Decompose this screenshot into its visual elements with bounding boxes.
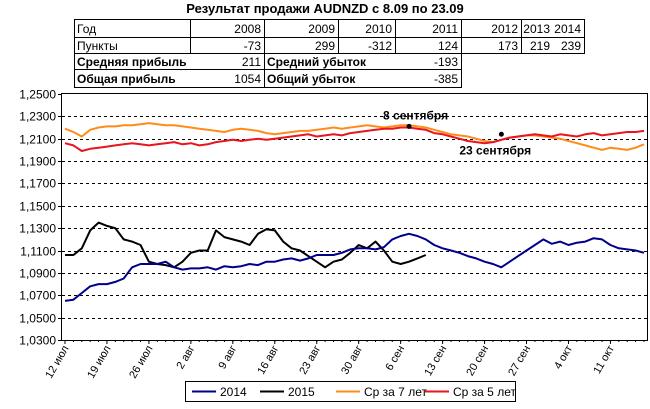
x-tick-label: 2 авг	[174, 344, 197, 372]
table-points-cell: 239	[561, 39, 581, 53]
table-year-cell: 2011	[432, 22, 458, 36]
table-year-cell: 2012	[491, 22, 518, 36]
x-tick-label: 27 сен	[506, 344, 533, 379]
series-line-3	[64, 122, 645, 151]
table-year-cell: 2013	[523, 22, 550, 36]
table-points-cell: 219	[530, 39, 550, 53]
points-row-label: Пункты	[77, 39, 118, 53]
plot-area	[61, 93, 648, 341]
chart-title: Результат продажи AUDNZD с 8.09 по 23.09	[186, 1, 464, 16]
x-tick-label: 6 сен	[383, 344, 407, 373]
total-profit-label: Общая прибыль	[77, 72, 176, 86]
avg-profit-value: 211	[242, 55, 261, 69]
total-profit-value: 1054	[234, 72, 261, 86]
annotation-end-label: 23 сентября	[459, 143, 531, 157]
annotation-marker-end	[498, 131, 504, 137]
table-points-cell: -73	[244, 39, 262, 53]
avg-loss-label: Средний убыток	[267, 55, 367, 69]
y-tick-label: 1,0300	[19, 334, 56, 348]
table-points-cell: -312	[368, 39, 392, 53]
y-tick-label: 1,2300	[19, 110, 56, 124]
table-points-cell: 299	[315, 39, 335, 53]
y-tick-label: 1,1500	[19, 200, 56, 214]
total-loss-value: -385	[434, 72, 458, 86]
y-tick-label: 1,1700	[19, 177, 56, 191]
avg-profit-label: Средняя прибыль	[77, 55, 187, 69]
annotation-marker-start	[406, 123, 412, 129]
legend-label: 2014	[220, 385, 247, 399]
table-year-cell: 2008	[234, 22, 261, 36]
y-tick-label: 1,0500	[19, 312, 56, 326]
x-tick-label: 30 авг	[339, 344, 365, 377]
x-tick-label: 12 июл	[43, 344, 71, 381]
x-tick-label: 16 авг	[255, 344, 281, 377]
series-line-1	[64, 232, 645, 302]
legend-label: Ср за 5 лет	[453, 385, 516, 399]
y-tick-label: 1,1300	[19, 222, 56, 236]
y-tick-label: 1,2100	[19, 133, 56, 147]
y-tick-label: 1,1900	[19, 155, 56, 169]
x-tick-label: 9 авг	[216, 344, 239, 372]
series-line-4	[64, 126, 645, 152]
x-tick-label: 20 сен	[464, 343, 491, 378]
total-loss-label: Общий убыток	[267, 72, 356, 86]
legend-label: Ср за 7 лет	[364, 385, 427, 399]
table-points-cell: 173	[498, 39, 518, 53]
x-tick-label: 13 сен	[422, 344, 449, 379]
table-year-cell: 2014	[554, 22, 581, 36]
x-tick-label: 26 июл	[127, 344, 155, 381]
table-year-cell: 2009	[308, 22, 335, 36]
avg-loss-value: -193	[434, 55, 458, 69]
y-tick-label: 1,0700	[19, 289, 56, 303]
stats-table	[74, 19, 585, 88]
x-tick-label: 4 окт	[552, 344, 575, 372]
annotation-start-label: 8 сентября	[383, 108, 448, 122]
x-tick-label: 11 окт	[591, 344, 617, 376]
y-tick-label: 1,0900	[19, 267, 56, 281]
table-points-cell: 124	[438, 39, 458, 53]
y-tick-label: 1,1100	[20, 245, 56, 259]
legend-label: 2015	[288, 385, 315, 399]
year-row-label: Год	[77, 22, 96, 36]
x-tick-label: 19 июл	[85, 344, 113, 381]
table-year-cell: 2010	[365, 22, 392, 36]
y-tick-label: 1,2500	[19, 88, 56, 102]
x-tick-label: 23 авг	[297, 344, 323, 377]
